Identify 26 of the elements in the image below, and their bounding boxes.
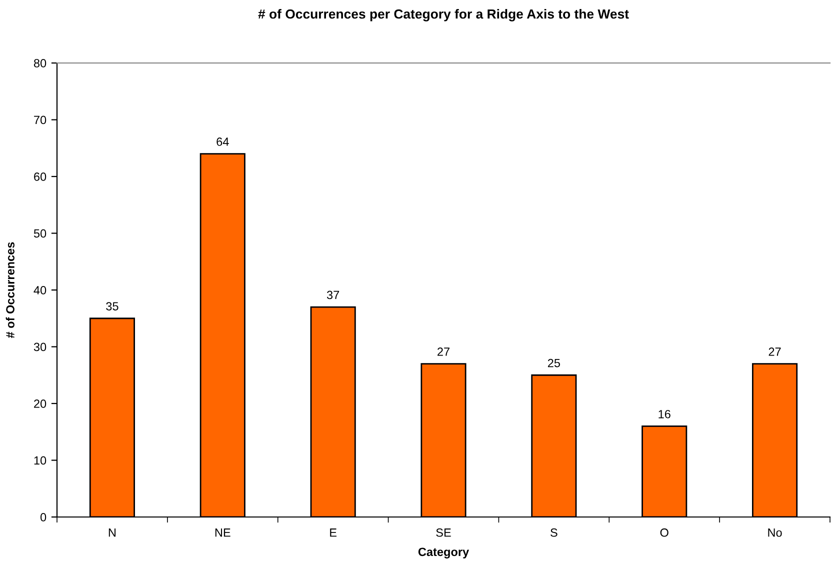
x-tick-label: SE <box>436 528 451 537</box>
x-tick-label: No <box>768 528 782 537</box>
y-tick-label: 20 <box>34 400 46 408</box>
data-label: 27 <box>438 348 450 356</box>
x-tick-label: E <box>330 528 336 537</box>
data-label: 64 <box>216 138 229 146</box>
y-tick-label: 60 <box>34 172 46 181</box>
data-label: 37 <box>326 290 340 300</box>
y-tick-label: 10 <box>34 456 46 465</box>
data-label: 25 <box>548 358 560 368</box>
y-tick-label: 0 <box>40 513 46 522</box>
x-axis-title: Category <box>418 548 470 558</box>
y-tick-label: 50 <box>34 229 46 238</box>
y-axis-title: # of Occurrences <box>6 242 14 338</box>
data-label: 35 <box>106 302 118 310</box>
y-tick-label: 40 <box>34 286 46 294</box>
y-tick-label: 70 <box>34 116 46 124</box>
y-tick-label: 30 <box>34 342 46 352</box>
x-tick-label: O <box>660 528 668 537</box>
x-tick-label: N <box>108 528 116 537</box>
y-tick-label: 80 <box>34 59 46 68</box>
x-tick-label: S <box>550 528 558 537</box>
x-tick-label: NE <box>215 528 230 537</box>
data-label: 16 <box>658 410 670 418</box>
chart-title: # of Occurrences per Category for a Ridge Axis to the West <box>258 8 629 22</box>
data-label: 27 <box>768 348 781 356</box>
